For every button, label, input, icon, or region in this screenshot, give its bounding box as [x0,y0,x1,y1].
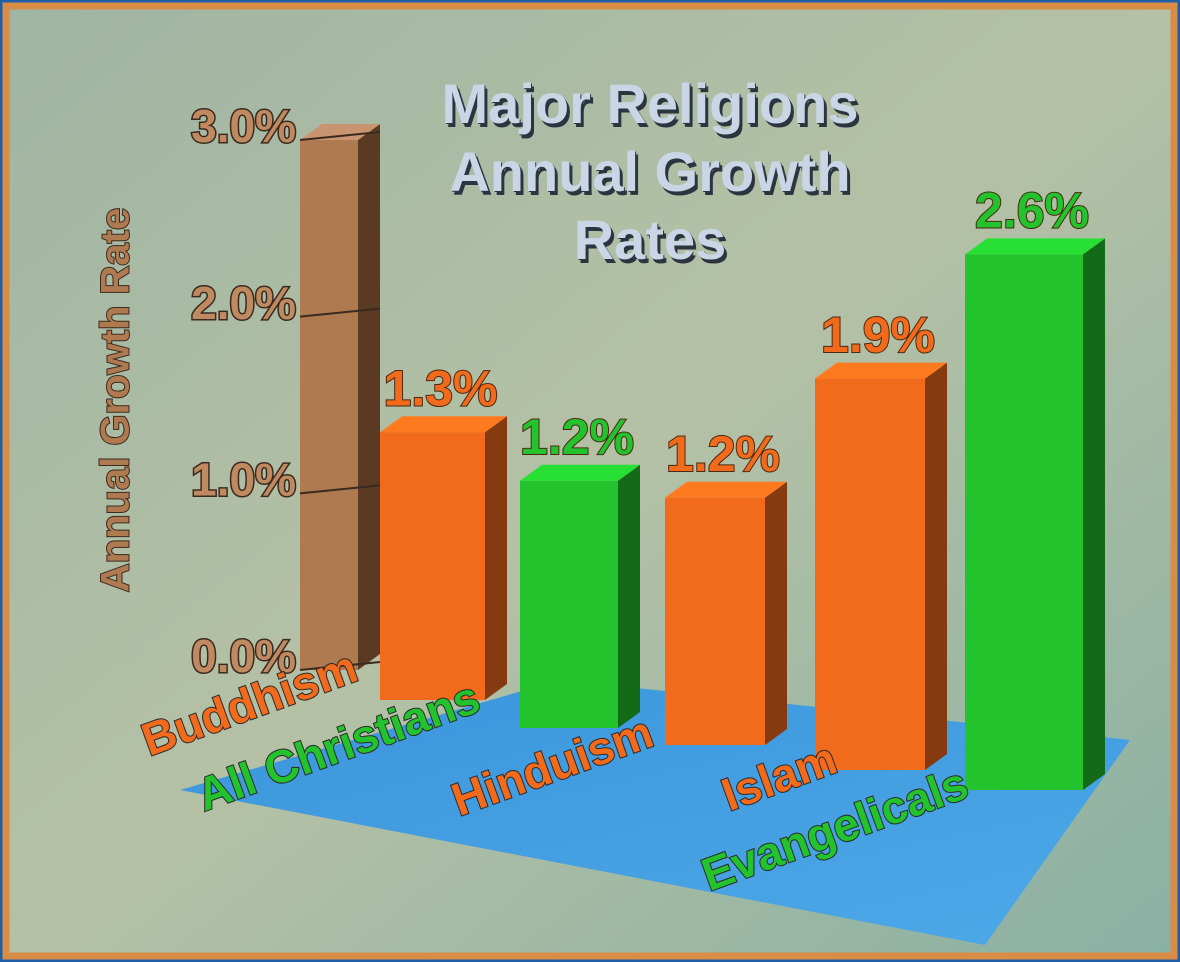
value-label: 1.2% [666,426,780,482]
value-label: 1.3% [384,360,498,416]
chart-title: Major Religions Annual Growth Rates [441,72,859,271]
bar-top [965,238,1105,255]
bar [665,497,765,745]
tick-line [299,661,381,671]
axis-top [300,124,380,140]
axis-side [358,124,380,670]
bar-top [815,362,947,379]
bar-side [618,464,640,728]
bar-side [765,481,787,745]
y-tick-label: 3.0% [191,100,296,152]
bar-side [1083,238,1105,790]
bar-top [665,481,787,498]
y-tick-label: 1.0% [191,453,296,505]
y-tick-label: 0.0% [191,630,296,682]
bar [815,378,925,770]
tick-line [299,307,381,318]
value-label: 1.9% [821,307,935,363]
bar [965,254,1083,790]
axis-column [300,140,358,670]
value-label: 2.6% [975,183,1089,239]
bar [380,432,485,700]
bar-top [520,464,640,481]
tick-line [299,131,381,141]
bar-top [380,416,507,433]
bar-side [485,416,507,700]
bar [520,480,618,728]
tick-line [299,484,381,495]
y-tick-label: 2.0% [191,277,296,329]
bar-side [925,362,947,770]
value-label: 1.2% [520,409,634,465]
y-axis-label: Annual Growth Rate [94,208,138,592]
